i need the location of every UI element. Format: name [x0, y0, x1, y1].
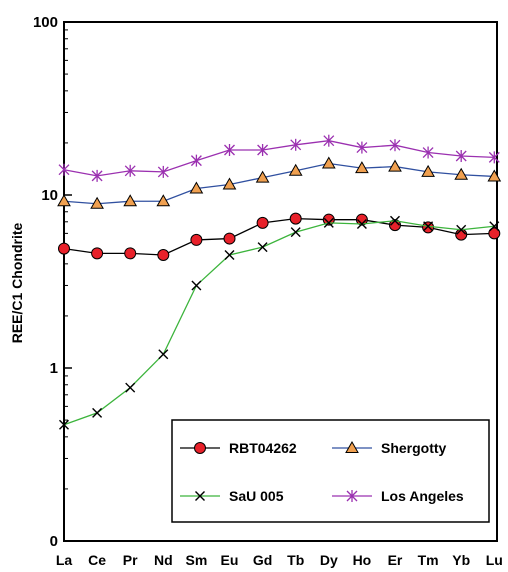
point-shergotty-tb	[288, 163, 303, 176]
y-tick-label: 10	[41, 187, 58, 204]
legend-label-shergotty: Shergotty	[381, 440, 447, 456]
point-sau-005-sm	[191, 280, 202, 291]
legend-box	[171, 419, 490, 523]
x-tick-label-ho: Ho	[353, 552, 372, 568]
point-los-angeles-sm	[190, 154, 202, 167]
x-tick-label-eu: Eu	[221, 552, 239, 568]
point-rbt04262-ce	[91, 247, 104, 260]
point-rbt04262-ho	[355, 213, 368, 226]
point-los-angeles-er	[389, 139, 401, 152]
point-rbt04262-yb	[455, 228, 468, 241]
point-rbt04262-tb	[289, 212, 302, 225]
point-shergotty-la	[57, 194, 71, 207]
x-tick-label-gd: Gd	[253, 552, 272, 568]
point-los-angeles-la	[58, 163, 70, 176]
point-sau-005-yb	[456, 224, 467, 235]
x-tick-label-yb: Yb	[452, 552, 470, 568]
legend-label-sau-005: SaU 005	[229, 488, 284, 504]
point-los-angeles-dy	[323, 134, 335, 147]
point-sau-005-er	[390, 215, 400, 226]
point-sau-005-lu	[489, 221, 500, 232]
plot-area: 0 1 10 100 La Ce Pr Nd Sm Eu Gd Tb Dy Ho Er Tm Yb Lu	[33, 14, 503, 568]
point-shergotty-sm	[189, 181, 204, 194]
point-sau-005-gd	[257, 242, 268, 253]
point-los-angeles-yb	[455, 150, 467, 163]
point-los-angeles-ho	[356, 141, 368, 154]
plot-frame	[63, 21, 498, 542]
point-shergotty-ce	[90, 196, 104, 209]
point-sau-005-la	[59, 419, 69, 430]
y-axis-label: REE/C1 Chondrite	[9, 223, 25, 344]
point-sau-005-tm	[423, 221, 434, 232]
point-los-angeles-gd	[257, 144, 269, 157]
point-shergotty-tm	[421, 164, 435, 177]
point-los-angeles-nd	[157, 165, 169, 178]
x-tick-label-ce: Ce	[88, 552, 106, 568]
x-tick-label-sm: Sm	[186, 552, 208, 568]
legend-label-rbt04262: RBT04262	[229, 440, 297, 456]
point-shergotty-dy	[321, 156, 336, 169]
point-los-angeles-eu	[224, 144, 235, 157]
point-los-angeles-tm	[422, 146, 434, 159]
point-sau-005-ce	[92, 407, 103, 418]
series-line-sau-005	[63, 220, 495, 426]
point-shergotty-lu	[487, 169, 502, 182]
point-sau-005-tb	[290, 227, 301, 238]
point-rbt04262-er	[389, 219, 401, 232]
legend-marker-shergotty	[345, 440, 359, 453]
legend-marker-los-angeles	[346, 490, 358, 502]
x-tick-label-pr: Pr	[123, 552, 138, 568]
x-tick-label-tb: Tb	[287, 552, 304, 568]
point-los-angeles-pr	[124, 164, 136, 177]
point-sau-005-ho	[356, 218, 367, 229]
point-sau-005-dy	[323, 217, 334, 228]
point-rbt04262-pr	[124, 247, 137, 260]
point-shergotty-pr	[123, 194, 138, 207]
point-shergotty-eu	[222, 177, 237, 190]
point-sau-005-nd	[158, 349, 169, 360]
legend-marker-rbt04262	[194, 442, 206, 454]
point-los-angeles-lu	[488, 151, 500, 164]
point-shergotty-er	[388, 159, 402, 172]
series-line-los-angeles	[63, 140, 495, 177]
legend: RBT04262 Shergotty SaU 005 Los Angeles	[171, 419, 490, 523]
x-tick-label-tm: Tm	[418, 552, 439, 568]
x-tick-label-lu: Lu	[486, 552, 503, 568]
y-tick-label: 100	[33, 14, 58, 31]
point-los-angeles-tb	[290, 138, 302, 151]
point-rbt04262-la	[58, 242, 70, 255]
y-tick-label: 0	[50, 533, 58, 550]
x-tick-label-dy: Dy	[320, 552, 338, 568]
point-shergotty-yb	[454, 167, 469, 180]
point-rbt04262-sm	[190, 233, 203, 246]
point-los-angeles-ce	[91, 169, 103, 182]
point-sau-005-pr	[125, 382, 136, 393]
y-tick-label: 1	[50, 360, 58, 377]
point-shergotty-gd	[255, 170, 270, 183]
x-tick-label-er: Er	[388, 552, 403, 568]
point-rbt04262-lu	[488, 227, 501, 240]
legend-label-los-angeles: Los Angeles	[381, 488, 464, 504]
point-rbt04262-nd	[157, 248, 170, 261]
x-tick-label-la: La	[56, 552, 73, 568]
point-sau-005-eu	[224, 249, 235, 260]
legend-marker-sau-005	[195, 491, 205, 501]
x-tick-label-nd: Nd	[154, 552, 173, 568]
point-shergotty-ho	[355, 161, 369, 174]
point-shergotty-nd	[156, 194, 171, 207]
point-rbt04262-eu	[223, 232, 236, 245]
point-rbt04262-gd	[256, 216, 269, 229]
point-rbt04262-tm	[422, 221, 435, 234]
series-line-shergotty	[63, 162, 495, 205]
